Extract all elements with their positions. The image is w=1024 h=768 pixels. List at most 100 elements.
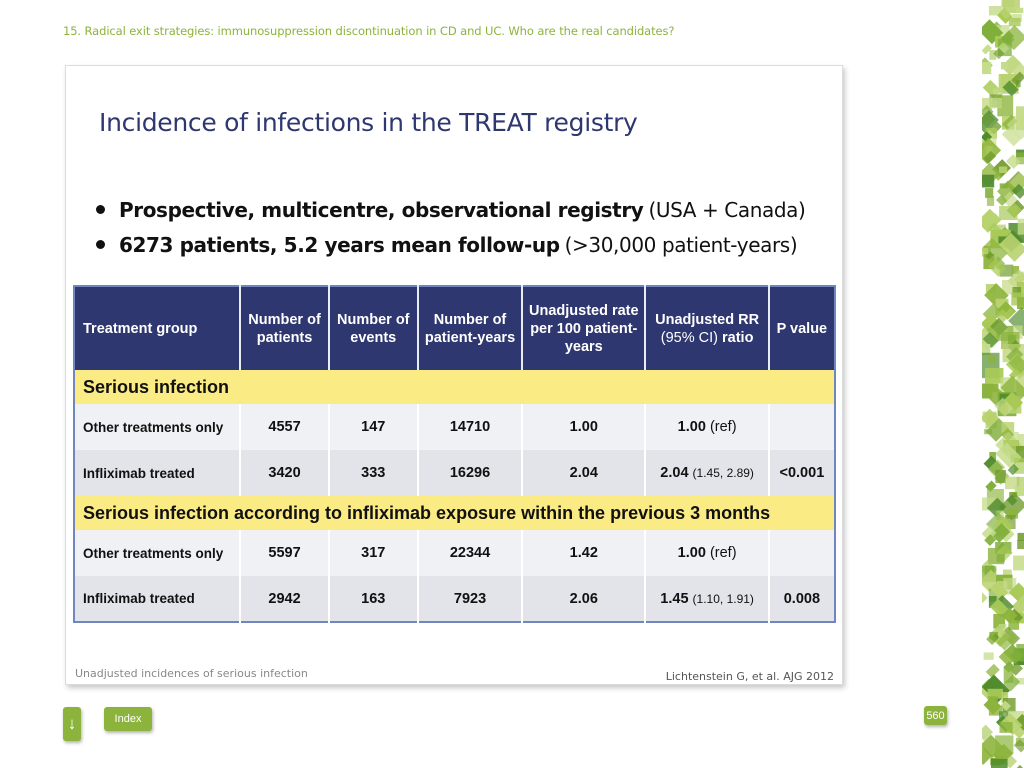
index-button[interactable]: Index: [104, 707, 152, 731]
mosaic-tile: [982, 61, 992, 75]
mosaic-tile: [982, 131, 993, 143]
cell-events: 147: [328, 404, 419, 450]
mosaic-tile: [982, 592, 988, 604]
down-arrow-button[interactable]: ↓: [63, 707, 81, 741]
cell-p: 0.008: [768, 576, 835, 622]
cell-events: 163: [328, 576, 419, 622]
mosaic-tile: [1003, 391, 1024, 411]
mosaic-tile: [987, 355, 996, 364]
mosaic-tile: [1012, 287, 1022, 298]
mosaic-tile: [985, 368, 1004, 384]
cell-rr-detail: (1.45, 2.89): [692, 466, 754, 480]
cell-rate: 1.42: [522, 530, 647, 576]
mosaic-tile: [993, 171, 1003, 181]
cell-rr: 1.45 (1.10, 1.91): [645, 576, 770, 622]
mosaic-tile: [986, 497, 1007, 518]
cell-rr-detail: (ref): [709, 545, 737, 561]
mosaic-tile: [1006, 346, 1024, 365]
mosaic-tile: [1007, 463, 1020, 476]
cell-patients: 2942: [240, 576, 330, 622]
cell-rr-detail: (ref): [709, 419, 737, 435]
mosaic-tile: [999, 722, 1013, 733]
mosaic-tile: [987, 258, 1007, 277]
mosaic-tile: [982, 569, 1002, 592]
table-header-row: Treatment group Number of patients Numbe…: [74, 286, 835, 370]
section-band: Serious infection: [74, 370, 835, 404]
header-rr-ratio: ratio: [722, 329, 754, 346]
mosaic-tile: [1015, 7, 1024, 14]
cell-rate: 2.04: [522, 450, 647, 496]
header-rate: Unadjusted rate per 100 patient-years: [522, 286, 647, 370]
mosaic-tile: [1011, 183, 1024, 199]
cell-p: [768, 530, 835, 576]
mosaic-tile: [1006, 710, 1024, 722]
mosaic-tile: [1006, 113, 1024, 140]
mosaic-tile: [983, 150, 997, 164]
mosaic-tile: [1010, 650, 1021, 662]
cell-rr-value: 2.04: [660, 465, 689, 481]
cell-p: <0.001: [768, 450, 835, 496]
mosaic-tile: [998, 166, 1008, 173]
header-rr: Unadjusted RR (95% CI) ratio: [645, 286, 770, 370]
cell-patients: 3420: [240, 450, 330, 496]
cell-rr-value: 1.45: [660, 590, 689, 607]
bullet-list: Prospective, multicentre, observational …: [96, 192, 806, 262]
mosaic-tile: [1013, 726, 1024, 739]
mosaic-tile: [984, 534, 997, 546]
mosaic-tile: [1006, 508, 1018, 519]
mosaic-tile: [1009, 432, 1019, 442]
mosaic-tile: [982, 97, 993, 110]
mosaic-tile: [993, 47, 1005, 60]
infection-table: Treatment group Number of patients Numbe…: [73, 285, 836, 623]
cell-group: Other treatments only: [74, 404, 242, 450]
mosaic-tile: [1002, 80, 1019, 97]
cell-rr-value: 1.00: [677, 419, 706, 435]
mosaic-tile: [996, 194, 1008, 206]
mosaic-tile: [1014, 457, 1024, 474]
mosaic-tile: [1000, 700, 1011, 711]
cell-events: 317: [328, 530, 419, 576]
mosaic-tile: [982, 724, 994, 741]
bullet-dot-icon: [96, 240, 105, 249]
mosaic-tile: [1017, 532, 1024, 541]
mosaic-tile: [999, 7, 1012, 20]
header-p-value: P value: [768, 286, 835, 370]
mosaic-tile: [1008, 354, 1024, 375]
mosaic-tile: [987, 212, 1002, 227]
section-title: Serious infection according to inflixima…: [74, 496, 835, 530]
mosaic-tile: [991, 758, 1008, 768]
header-rr-label: Unadjusted RR: [655, 311, 760, 328]
mosaic-tile: [982, 105, 994, 119]
cell-patient-years: 7923: [417, 576, 524, 622]
mosaic-tile: [985, 251, 994, 260]
mosaic-tile: [1016, 476, 1024, 496]
section-title: Serious infection: [74, 370, 835, 404]
slide-title: Incidence of infections in the TREAT reg…: [99, 108, 638, 137]
cell-patients: 5597: [240, 530, 330, 576]
mosaic-tile: [998, 649, 1016, 667]
mosaic-tile: [985, 663, 1000, 678]
chapter-header: 15. Radical exit strategies: immunosuppr…: [63, 24, 675, 38]
green-mosaic-decoration: [982, 0, 1024, 768]
mosaic-tile: [1008, 307, 1024, 337]
mosaic-tile: [1003, 307, 1016, 320]
mosaic-tile: [982, 110, 999, 134]
cell-patients: 4557: [240, 404, 330, 450]
bullet-dot-icon: [96, 205, 105, 214]
mosaic-tile: [1002, 0, 1020, 13]
table-row: Infliximab treated 2942 163 7923 2.06 1.…: [74, 576, 835, 622]
mosaic-tile: [982, 237, 1008, 265]
mosaic-tile: [1005, 476, 1020, 490]
cell-rr: 2.04 (1.45, 2.89): [645, 450, 770, 496]
mosaic-tile: [1013, 555, 1024, 571]
mosaic-tile: [982, 332, 999, 348]
down-arrow-icon: ↓: [67, 714, 77, 733]
mosaic-tile: [997, 581, 1008, 590]
table-row: Other treatments only 4557 147 14710 1.0…: [74, 404, 835, 450]
mosaic-tile: [982, 747, 993, 765]
mosaic-tile: [989, 581, 1009, 600]
mosaic-tile: [996, 554, 1005, 563]
mosaic-tile: [1001, 422, 1015, 433]
mosaic-tile: [985, 188, 994, 198]
